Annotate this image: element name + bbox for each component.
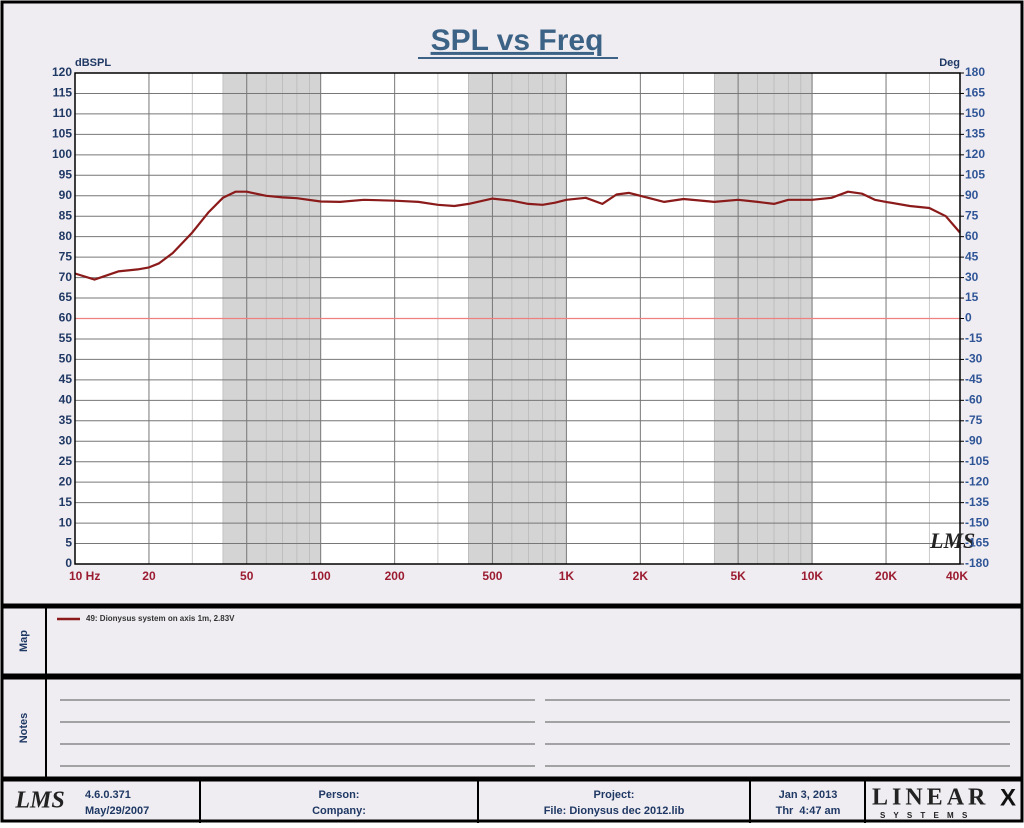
brand-x: X — [1000, 784, 1016, 811]
person: Person: — [319, 789, 360, 801]
y2-tick-label: 75 — [965, 208, 979, 222]
y-tick-label: 50 — [59, 352, 73, 366]
y-tick-label: 25 — [59, 454, 73, 468]
y-tick-label: 75 — [59, 249, 73, 263]
footer-dividers — [199, 780, 866, 823]
y-tick-label: 80 — [59, 229, 73, 243]
y-tick-label: 65 — [59, 290, 73, 304]
version-date: May/29/2007 — [85, 805, 149, 817]
y-tick-label: 85 — [59, 208, 73, 222]
y2-tick-label: 165 — [965, 86, 985, 100]
y2-tick-label: 150 — [965, 106, 985, 120]
y2-tick-label: -90 — [965, 433, 983, 447]
file: File: Dionysus dec 2012.lib — [544, 805, 685, 817]
company: Company: — [312, 805, 366, 817]
y-tick-label: 95 — [59, 167, 73, 181]
y2-tick-label: -135 — [965, 495, 989, 509]
brand-sub: S Y S T E M S — [880, 811, 970, 820]
y2-axis-label: Deg — [939, 57, 960, 69]
x-tick-label: 20 — [142, 569, 156, 583]
y2-tick-label: -15 — [965, 331, 983, 345]
y2-tick-label: 15 — [965, 290, 979, 304]
date: Jan 3, 2013 — [779, 789, 838, 801]
x-tick-label: 1K — [559, 569, 575, 583]
x-tick-label: 5K — [730, 569, 746, 583]
y-tick-label: 40 — [59, 393, 73, 407]
y2-tick-label: -45 — [965, 372, 983, 386]
map-panel — [0, 605, 1024, 677]
y-tick-label: 120 — [52, 65, 72, 79]
y2-tick-label: 120 — [965, 147, 985, 161]
y-tick-label: 70 — [59, 270, 73, 284]
x-tick-label: 200 — [385, 569, 405, 583]
y-tick-label: 5 — [65, 536, 72, 550]
version: 4.6.0.371 — [85, 789, 131, 801]
y2-tick-label: -150 — [965, 515, 989, 529]
y2-tick-label: -75 — [965, 413, 983, 427]
notes-panel — [0, 676, 1024, 780]
y-tick-label: 30 — [59, 433, 73, 447]
x-tick-label: 10 Hz — [69, 569, 100, 583]
y-tick-label: 100 — [52, 147, 72, 161]
y-tick-label: 105 — [52, 127, 72, 141]
y2-tick-label: -60 — [965, 393, 983, 407]
legend-label: 49: Dionysus system on axis 1m, 2.83V — [86, 614, 235, 623]
plot — [74, 72, 961, 565]
y2-tick-label: -105 — [965, 454, 989, 468]
y-tick-label: 10 — [59, 515, 73, 529]
y2-tick-label: 105 — [965, 167, 985, 181]
y-axis-label: dBSPL — [75, 57, 111, 69]
y2-tick-label: 180 — [965, 65, 985, 79]
y-tick-label: 45 — [59, 372, 73, 386]
chart-title: SPL vs Freq — [431, 24, 604, 57]
footer-logo: LMS — [14, 788, 64, 814]
y-tick-label: 60 — [59, 311, 73, 325]
y2-tick-label: -180 — [965, 556, 989, 570]
x-tick-label: 10K — [801, 569, 823, 583]
y2-tick-label: -165 — [965, 536, 989, 550]
brand: LINEAR — [872, 785, 989, 811]
y-tick-label: 20 — [59, 474, 73, 488]
watermark-logo: LMS — [929, 528, 975, 553]
x-tick-label: 500 — [482, 569, 502, 583]
project: Project: — [594, 789, 635, 801]
x-tick-label: 50 — [240, 569, 254, 583]
time: Thr 4:47 am — [776, 805, 841, 817]
x-tick-label: 40K — [946, 569, 968, 583]
y2-tick-label: 45 — [965, 249, 979, 263]
y-tick-label: 110 — [53, 106, 73, 120]
y-tick-label: 90 — [59, 188, 73, 202]
y2-tick-label: -30 — [965, 352, 983, 366]
y-tick-label: 115 — [53, 86, 73, 100]
y-tick-label: 35 — [59, 413, 73, 427]
map-label: Map — [18, 630, 30, 652]
y2-tick-label: 60 — [965, 229, 979, 243]
y-tick-label: 0 — [65, 556, 72, 570]
y2-tick-label: 30 — [965, 270, 979, 284]
y2-tick-label: 90 — [965, 188, 979, 202]
y2-tick-label: -120 — [965, 474, 989, 488]
y2-tick-label: 0 — [965, 311, 972, 325]
y2-tick-label: 135 — [965, 127, 985, 141]
footer-panel — [0, 778, 1024, 823]
notes-lines — [60, 699, 1010, 767]
series-line — [74, 190, 961, 281]
x-tick-label: 2K — [633, 569, 649, 583]
y-tick-label: 15 — [59, 495, 73, 509]
notes-label: Notes — [18, 713, 30, 744]
y-tick-label: 55 — [59, 331, 73, 345]
x-tick-label: 100 — [311, 569, 331, 583]
x-tick-label: 20K — [875, 569, 897, 583]
